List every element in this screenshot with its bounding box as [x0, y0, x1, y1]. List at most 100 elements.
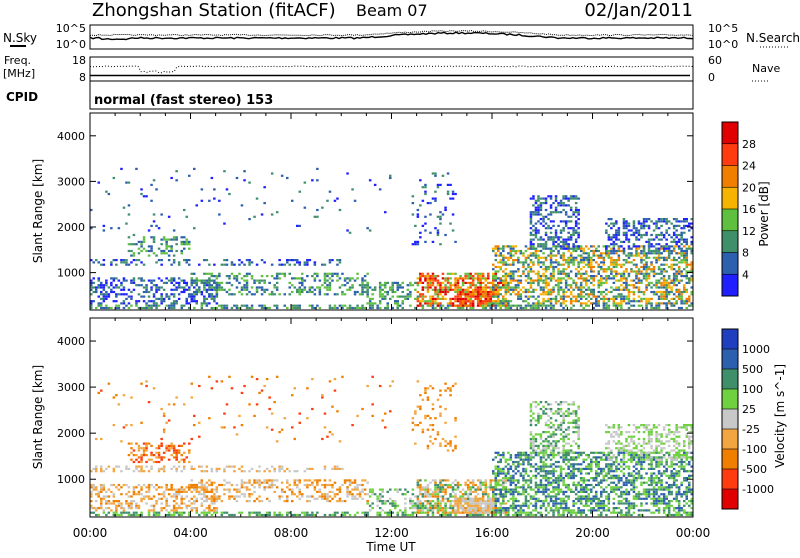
heatmap-cell — [479, 280, 482, 282]
heatmap-cell — [427, 495, 430, 497]
heatmap-cell — [276, 479, 279, 481]
heatmap-cell — [444, 307, 447, 309]
heatmap-cell — [630, 280, 633, 282]
heatmap-cell — [588, 252, 591, 254]
heatmap-cell — [417, 305, 420, 307]
heatmap-cell — [336, 489, 339, 491]
heatmap-cell — [497, 289, 500, 291]
heatmap-cell — [251, 493, 254, 495]
heatmap-cell — [432, 273, 435, 275]
heatmap-cell — [100, 470, 103, 472]
heatmap-cell — [673, 248, 676, 250]
heatmap-cell — [645, 270, 648, 272]
heatmap-cell — [424, 302, 427, 304]
heatmap-cell — [547, 268, 550, 270]
heatmap-cell — [660, 268, 663, 270]
heatmap-cell — [123, 307, 126, 309]
heatmap-cell — [173, 239, 176, 241]
heatmap-cell — [560, 296, 563, 298]
heatmap-cell — [557, 282, 560, 284]
heatmap-cell — [469, 509, 472, 511]
heatmap-cell — [437, 489, 440, 491]
heatmap-cell — [678, 298, 681, 300]
heatmap-cell — [537, 209, 540, 211]
heatmap-cell — [552, 211, 555, 213]
heatmap-cell — [492, 500, 495, 502]
heatmap-cell — [246, 489, 249, 491]
heatmap-cell — [590, 275, 593, 277]
heatmap-cell — [550, 248, 553, 250]
heatmap-cell — [495, 302, 498, 304]
heatmap-cell — [336, 468, 339, 470]
heatmap-cell — [670, 245, 673, 247]
heatmap-cell — [447, 273, 450, 275]
heatmap-cell — [467, 498, 470, 500]
heatmap-cell — [477, 498, 480, 500]
heatmap-cell — [588, 266, 591, 268]
heatmap-cell — [228, 491, 231, 493]
heatmap-cell — [474, 273, 477, 275]
heatmap-cell — [183, 489, 186, 491]
heatmap-cell — [660, 298, 663, 300]
heatmap-cell — [387, 305, 390, 307]
heatmap-cell — [399, 305, 402, 307]
heatmap-cell — [181, 498, 184, 500]
heatmap-cell — [567, 232, 570, 234]
heatmap-cell — [256, 280, 259, 282]
heatmap-cell — [552, 225, 555, 227]
heatmap-cell — [550, 264, 553, 266]
heatmap-cell — [206, 507, 209, 509]
heatmap-cell — [633, 227, 636, 229]
heatmap-cell — [296, 289, 299, 291]
heatmap-cell — [477, 512, 480, 514]
heatmap-cell — [133, 282, 136, 284]
heatmap-cell — [530, 286, 533, 288]
heatmap-cell — [409, 305, 412, 307]
heatmap-cell — [469, 514, 472, 516]
heatmap-cell — [492, 273, 495, 275]
heatmap-cell — [454, 241, 457, 243]
heatmap-cell — [148, 300, 151, 302]
heatmap-cell — [336, 500, 339, 502]
heatmap-cell — [211, 482, 214, 484]
heatmap-cell — [673, 275, 676, 277]
heatmap-cell — [570, 234, 573, 236]
heatmap-cell — [464, 500, 467, 502]
heatmap-cell — [505, 512, 508, 514]
heatmap-cell — [522, 261, 525, 263]
heatmap-cell — [665, 291, 668, 293]
heatmap-cell — [120, 282, 123, 284]
heatmap-cell — [110, 509, 113, 511]
heatmap-cell — [351, 277, 354, 279]
heatmap-cell — [211, 284, 214, 286]
heatmap-cell — [331, 273, 334, 275]
heatmap-cell — [492, 248, 495, 250]
heatmap-cell — [278, 264, 281, 266]
heatmap-cell — [316, 275, 319, 277]
heatmap-cell — [424, 495, 427, 497]
heatmap-cell — [442, 175, 445, 177]
heatmap-cell — [120, 470, 123, 472]
heatmap-cell — [482, 282, 485, 284]
heatmap-cell — [469, 307, 472, 309]
heatmap-cell — [495, 505, 498, 507]
heatmap-cell — [158, 298, 161, 300]
heatmap-cell — [585, 305, 588, 307]
heatmap-cell — [432, 289, 435, 291]
heatmap-cell — [560, 202, 563, 204]
heatmap-cell — [686, 239, 689, 241]
heatmap-cell — [138, 277, 141, 279]
heatmap-cell — [545, 277, 548, 279]
heatmap-cell — [344, 479, 347, 481]
heatmap-cell — [562, 255, 565, 257]
heatmap-cell — [316, 216, 319, 218]
heatmap-cell — [550, 213, 553, 215]
heatmap-cell — [389, 289, 392, 291]
heatmap-cell — [457, 502, 460, 504]
heatmap-cell — [412, 284, 415, 286]
heatmap-cell — [512, 498, 515, 500]
heatmap-cell — [467, 286, 470, 288]
heatmap-cell — [241, 512, 244, 514]
heatmap-cell — [613, 261, 616, 263]
heatmap-cell — [108, 512, 111, 514]
